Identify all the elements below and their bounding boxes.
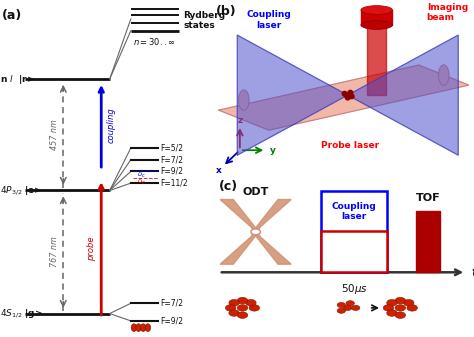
- Text: 767 nm: 767 nm: [50, 237, 59, 267]
- Text: F=11/2: F=11/2: [160, 179, 188, 188]
- Text: t: t: [471, 266, 474, 279]
- Polygon shape: [219, 65, 469, 130]
- Text: $\delta_c$: $\delta_c$: [137, 170, 146, 180]
- Circle shape: [387, 310, 397, 316]
- Circle shape: [346, 301, 355, 306]
- Text: F=9/2: F=9/2: [160, 316, 183, 326]
- Circle shape: [407, 305, 418, 311]
- Circle shape: [337, 308, 346, 313]
- Text: Imaging
beam: Imaging beam: [427, 3, 468, 22]
- Text: F=5/2: F=5/2: [160, 144, 183, 152]
- Text: (c): (c): [219, 180, 238, 193]
- Circle shape: [383, 305, 394, 311]
- Text: $\delta_e$: $\delta_e$: [137, 177, 146, 187]
- Circle shape: [237, 312, 248, 318]
- Text: ODT: ODT: [243, 187, 269, 197]
- Circle shape: [346, 95, 350, 100]
- Text: $4S_{1/2}$ |g>: $4S_{1/2}$ |g>: [0, 307, 43, 320]
- Circle shape: [131, 324, 137, 331]
- Circle shape: [344, 305, 352, 310]
- Circle shape: [226, 305, 236, 311]
- Circle shape: [249, 305, 260, 311]
- Circle shape: [344, 93, 349, 97]
- Text: $50\mu s$: $50\mu s$: [341, 282, 368, 296]
- Circle shape: [136, 324, 141, 331]
- Text: n $\it{l}$  |r>: n $\it{l}$ |r>: [0, 72, 35, 86]
- Text: $n=30..\infty$: $n=30..\infty$: [133, 35, 176, 47]
- Text: F=9/2: F=9/2: [160, 167, 183, 176]
- Text: 457 nm: 457 nm: [50, 119, 59, 150]
- Circle shape: [387, 300, 397, 306]
- Polygon shape: [367, 25, 386, 95]
- Circle shape: [229, 300, 239, 306]
- Bar: [416, 211, 440, 272]
- Text: (a): (a): [2, 9, 22, 22]
- Circle shape: [342, 91, 347, 96]
- Polygon shape: [237, 35, 348, 155]
- Text: Rydberg
states: Rydberg states: [183, 11, 226, 30]
- Circle shape: [349, 94, 354, 99]
- Text: Coupling
laser: Coupling laser: [246, 10, 291, 30]
- Text: probe
laser: probe laser: [339, 242, 369, 262]
- Circle shape: [229, 310, 239, 316]
- Text: $4P_{3/2}$ |e>: $4P_{3/2}$ |e>: [0, 184, 43, 197]
- Polygon shape: [220, 200, 291, 264]
- Text: Coupling
laser: Coupling laser: [332, 202, 377, 221]
- Text: y: y: [270, 146, 276, 155]
- Polygon shape: [220, 200, 291, 264]
- Circle shape: [246, 300, 256, 306]
- Circle shape: [145, 324, 151, 331]
- Circle shape: [351, 305, 360, 310]
- Ellipse shape: [238, 90, 249, 111]
- Circle shape: [395, 297, 406, 304]
- Circle shape: [140, 324, 146, 331]
- Circle shape: [237, 297, 248, 304]
- Text: z: z: [237, 116, 242, 125]
- Circle shape: [251, 229, 260, 235]
- Text: probe: probe: [87, 236, 96, 261]
- Text: F=7/2: F=7/2: [160, 155, 183, 164]
- Text: F=7/2: F=7/2: [160, 299, 183, 308]
- Circle shape: [348, 90, 353, 95]
- Ellipse shape: [438, 65, 449, 85]
- Text: (b): (b): [216, 5, 237, 18]
- Text: TOF: TOF: [416, 193, 440, 203]
- Circle shape: [395, 312, 406, 318]
- Ellipse shape: [361, 21, 392, 29]
- Circle shape: [403, 300, 414, 306]
- Circle shape: [337, 302, 346, 308]
- Text: Probe laser: Probe laser: [321, 141, 379, 150]
- Bar: [321, 231, 387, 272]
- Text: coupling: coupling: [107, 108, 116, 143]
- Circle shape: [395, 305, 406, 311]
- Ellipse shape: [361, 6, 392, 14]
- Polygon shape: [361, 10, 392, 25]
- Text: x: x: [215, 166, 221, 175]
- Bar: [321, 191, 387, 272]
- Polygon shape: [348, 35, 458, 155]
- Circle shape: [237, 305, 248, 311]
